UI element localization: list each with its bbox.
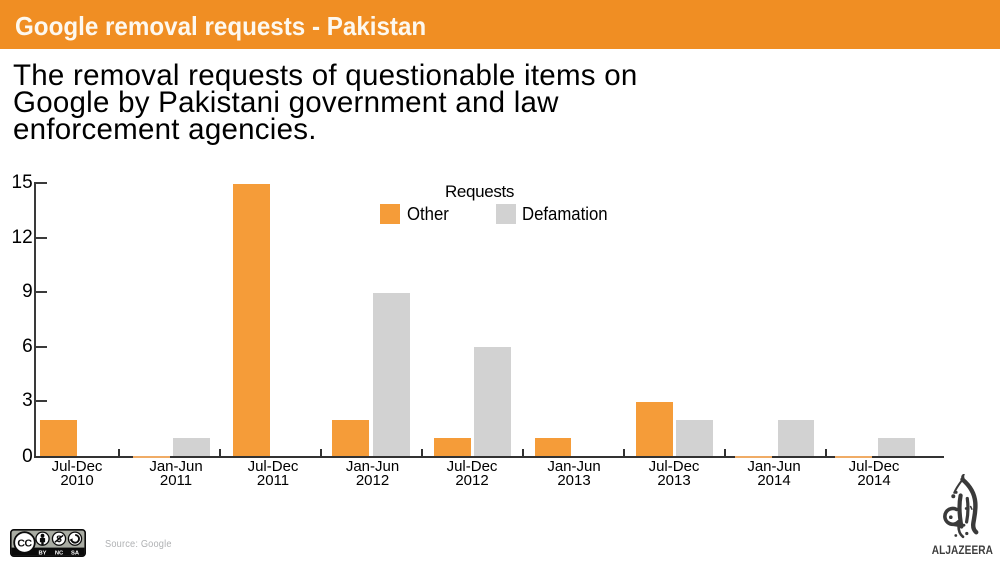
svg-text:CC: CC (17, 537, 32, 549)
svg-text:SA: SA (71, 550, 80, 556)
svg-text:NC: NC (55, 550, 64, 556)
svg-text:$: $ (56, 534, 62, 545)
svg-text:BY: BY (38, 550, 46, 556)
